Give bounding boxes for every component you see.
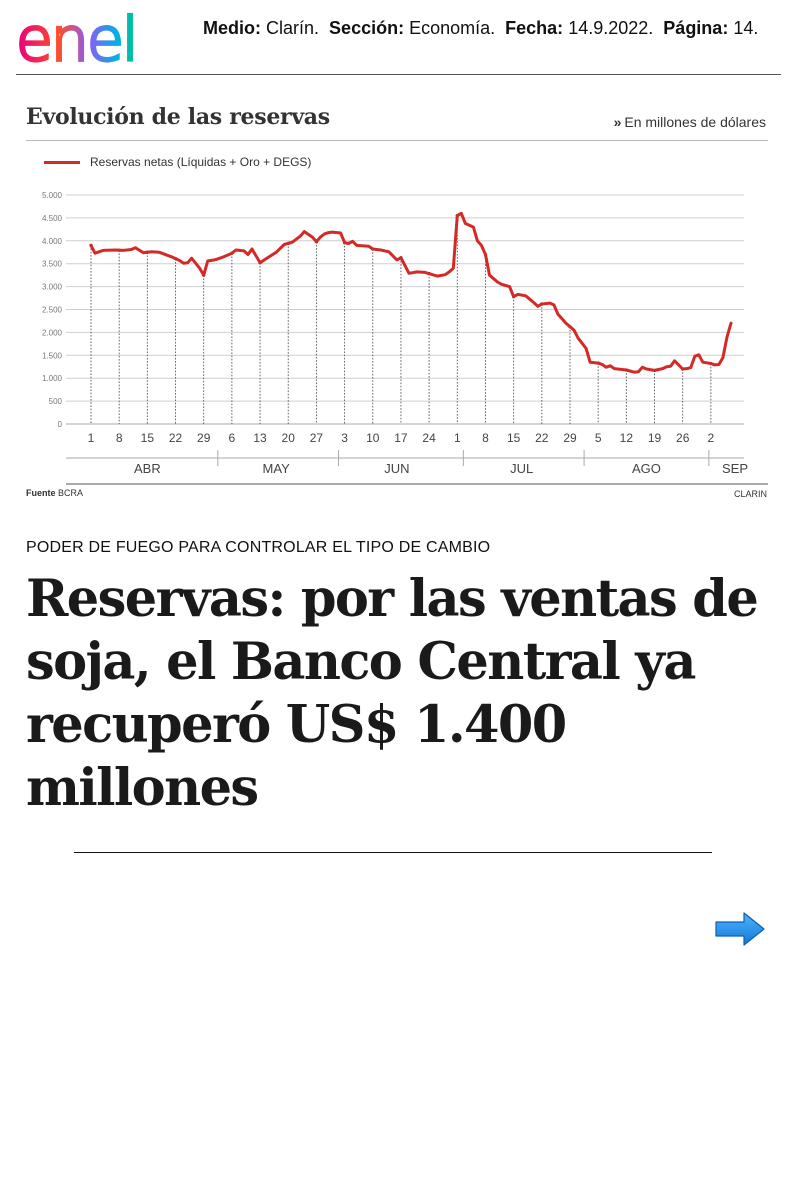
y-tick-label: 3.000 bbox=[42, 283, 63, 292]
x-tick-label: 26 bbox=[676, 431, 690, 445]
x-tick-label: 2 bbox=[708, 431, 715, 445]
y-tick-label: 2.500 bbox=[42, 306, 63, 315]
chart-title: Evolución de las reservas bbox=[26, 104, 330, 130]
legend-label: Reservas netas (Líquidas + Oro + DEGS) bbox=[90, 155, 312, 169]
y-tick-label: 1.500 bbox=[42, 351, 63, 360]
seccion-label: Sección: bbox=[329, 18, 405, 38]
chart-source: Fuente BCRA bbox=[26, 488, 83, 498]
x-tick-label: 20 bbox=[282, 431, 296, 445]
x-tick-label: 1 bbox=[454, 431, 461, 445]
enel-logo: enel bbox=[14, 8, 140, 68]
x-tick-label: 6 bbox=[229, 431, 236, 445]
x-tick-label: 5 bbox=[595, 431, 602, 445]
y-tick-label: 5.000 bbox=[42, 191, 63, 200]
chart-title-divider bbox=[26, 140, 768, 141]
y-tick-label: 4.000 bbox=[42, 237, 63, 246]
header-divider bbox=[16, 74, 781, 75]
month-label: SEP bbox=[722, 461, 748, 476]
article-headline: Reservas: por las ventas de soja, el Ban… bbox=[26, 569, 759, 818]
fecha-label: Fecha: bbox=[505, 18, 564, 38]
reserves-line-chart: 0 500 1.000 1.500 2.000 2.500 3.000 3.500 4.000 4… bbox=[42, 191, 768, 485]
medio-label: Medio: bbox=[203, 18, 261, 38]
article-divider bbox=[74, 852, 712, 853]
seccion-value: Economía. bbox=[409, 18, 496, 38]
month-label: MAY bbox=[263, 461, 291, 476]
x-tick-label: 12 bbox=[620, 431, 634, 445]
x-tick-label: 19 bbox=[648, 431, 662, 445]
source-label: Fuente bbox=[26, 488, 56, 498]
y-tick-label: 4.500 bbox=[42, 214, 63, 223]
y-tick-label: 2.000 bbox=[42, 328, 63, 337]
series-line-reservas bbox=[89, 211, 733, 374]
month-label: JUN bbox=[384, 461, 409, 476]
units-text: En millones de dólares bbox=[624, 114, 766, 130]
article-kicker: PODER DE FUEGO PARA CONTROLAR EL TIPO DE… bbox=[26, 539, 491, 556]
double-chevron-icon: » bbox=[613, 114, 622, 130]
media-info-line: Medio: Clarín. Sección: Economía. Fecha:… bbox=[203, 18, 758, 39]
pagina-label: Página: bbox=[663, 18, 729, 38]
chart-legend: Reservas netas (Líquidas + Oro + DEGS) bbox=[44, 155, 311, 169]
svg-text:enel: enel bbox=[16, 8, 137, 68]
medio-value: Clarín. bbox=[266, 18, 320, 38]
x-tick-label: 1 bbox=[88, 431, 95, 445]
y-tick-label: 0 bbox=[58, 420, 63, 429]
x-tick-label: 15 bbox=[507, 431, 521, 445]
y-tick-label: 3.500 bbox=[42, 260, 63, 269]
chart-credit: CLARIN bbox=[733, 489, 767, 499]
x-tick-label: 24 bbox=[422, 431, 436, 445]
source-value: BCRA bbox=[58, 488, 84, 498]
units-note: » En millones de dólares bbox=[614, 114, 766, 130]
x-tick-label: 8 bbox=[116, 431, 123, 445]
month-label: JUL bbox=[510, 461, 533, 476]
legend-swatch bbox=[44, 160, 80, 164]
x-tick-label: 22 bbox=[169, 431, 183, 445]
fecha-value: 14.9.2022. bbox=[568, 18, 654, 38]
month-label: ABR bbox=[134, 461, 161, 476]
month-label: AGO bbox=[632, 461, 661, 476]
x-tick-label: 27 bbox=[310, 431, 324, 445]
x-tick-label: 29 bbox=[197, 431, 211, 445]
x-tick-label: 15 bbox=[141, 431, 155, 445]
y-tick-label: 500 bbox=[49, 397, 63, 406]
pagina-value: 14. bbox=[733, 18, 759, 38]
x-tick-label: 29 bbox=[563, 431, 577, 445]
x-tick-label: 3 bbox=[341, 431, 348, 445]
right-arrow-icon[interactable] bbox=[714, 910, 766, 948]
x-tick-label: 13 bbox=[253, 431, 267, 445]
x-tick-label: 10 bbox=[366, 431, 380, 445]
x-tick-label: 22 bbox=[535, 431, 549, 445]
y-tick-label: 1.000 bbox=[42, 374, 63, 383]
x-tick-label: 8 bbox=[482, 431, 489, 445]
x-tick-label: 17 bbox=[394, 431, 408, 445]
